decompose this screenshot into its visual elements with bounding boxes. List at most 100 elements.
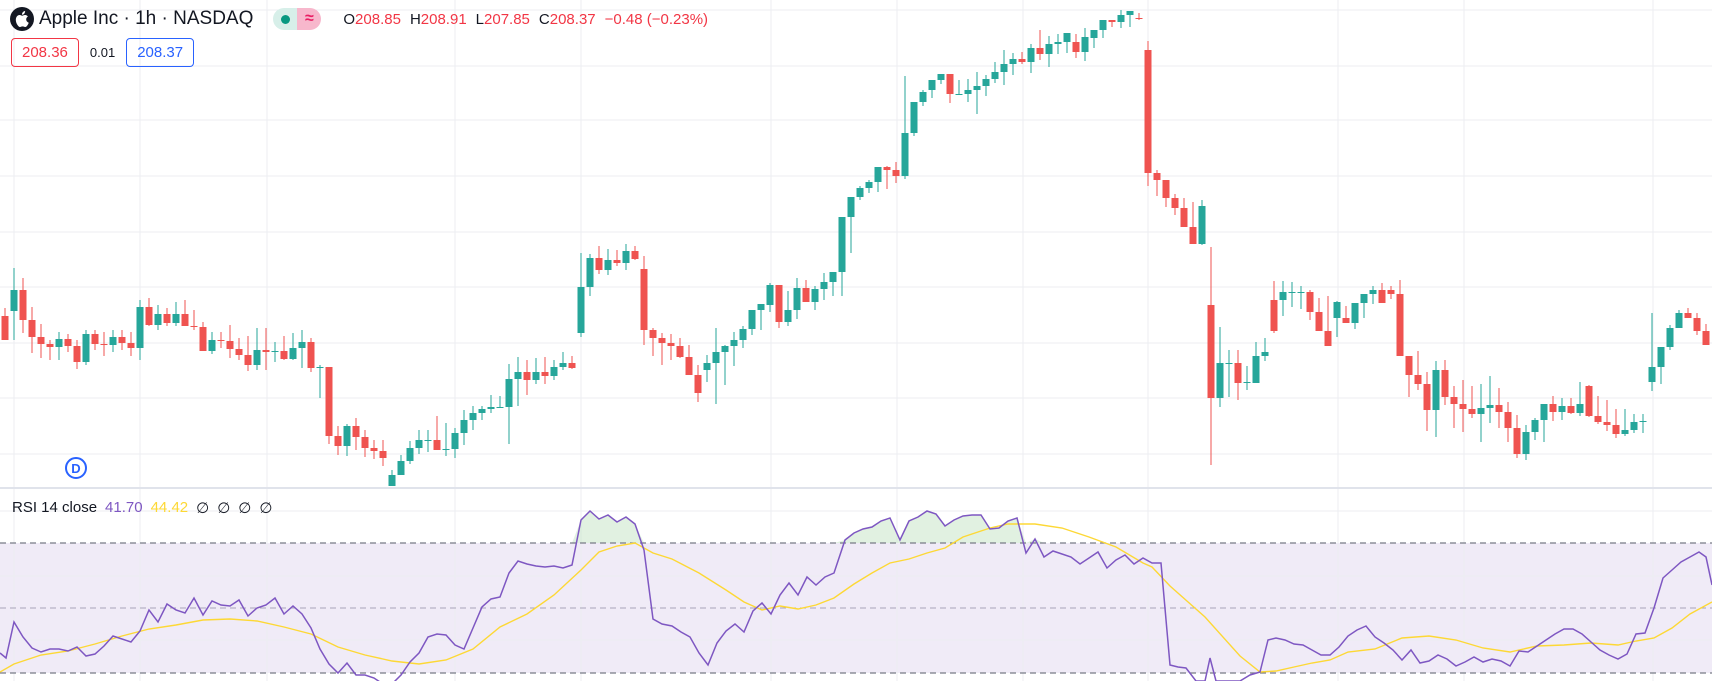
candle bbox=[964, 79, 972, 102]
candle bbox=[1000, 50, 1008, 85]
candle bbox=[1549, 396, 1557, 421]
candle bbox=[685, 345, 693, 375]
candle bbox=[1369, 286, 1377, 304]
candle bbox=[82, 330, 90, 365]
candle bbox=[757, 304, 765, 330]
candle bbox=[1324, 296, 1332, 346]
candle bbox=[181, 300, 189, 326]
buy-price-button[interactable]: 208.37 bbox=[126, 38, 195, 67]
high-value: 208.91 bbox=[420, 10, 467, 28]
candle bbox=[784, 291, 792, 326]
candle bbox=[1297, 286, 1305, 309]
close-value: 208.37 bbox=[549, 10, 596, 28]
spread-value: 0.01 bbox=[89, 45, 116, 60]
rsi-overbought-fill bbox=[0, 511, 1712, 543]
na-value: ∅ bbox=[196, 500, 210, 517]
candle bbox=[316, 365, 324, 398]
rsi-line bbox=[0, 509, 1712, 681]
candle bbox=[1450, 386, 1458, 428]
candle bbox=[478, 406, 486, 420]
close-label: C bbox=[538, 10, 550, 28]
candle bbox=[1522, 425, 1530, 460]
candle bbox=[568, 356, 576, 369]
candle bbox=[1243, 366, 1251, 390]
candle bbox=[631, 246, 639, 260]
candle bbox=[1072, 34, 1080, 58]
candle bbox=[1306, 290, 1314, 320]
candle bbox=[937, 74, 945, 84]
open-label: O bbox=[343, 10, 356, 28]
candle bbox=[343, 424, 351, 456]
candle bbox=[730, 332, 738, 366]
candle bbox=[37, 324, 45, 358]
candle bbox=[1639, 414, 1647, 433]
candle bbox=[1126, 11, 1134, 27]
candle bbox=[613, 250, 621, 266]
candle bbox=[1162, 180, 1170, 207]
candle bbox=[1045, 36, 1053, 67]
rsi-legend[interactable]: RSI 14 close 41.70 44.42 ∅ ∅ ∅ ∅ bbox=[12, 499, 272, 517]
candle bbox=[55, 332, 63, 360]
candle bbox=[1657, 347, 1665, 384]
candle bbox=[208, 332, 216, 354]
candle bbox=[154, 305, 162, 330]
candle bbox=[226, 325, 234, 358]
candle bbox=[1693, 313, 1701, 335]
high-label: H bbox=[409, 10, 421, 28]
candle bbox=[1684, 308, 1692, 318]
candle bbox=[748, 310, 756, 335]
candle bbox=[496, 396, 504, 408]
rsi-ma-line bbox=[0, 523, 1712, 673]
candle bbox=[172, 302, 180, 326]
candle bbox=[46, 340, 54, 360]
candle bbox=[1360, 294, 1368, 318]
candle bbox=[1576, 382, 1584, 416]
candle bbox=[1405, 356, 1413, 397]
candle bbox=[1468, 386, 1476, 418]
candle bbox=[1432, 361, 1440, 437]
candle bbox=[1198, 200, 1206, 245]
candle bbox=[856, 186, 864, 200]
candle bbox=[1189, 202, 1197, 244]
candle bbox=[559, 352, 567, 370]
candle bbox=[1603, 400, 1611, 431]
candle bbox=[1351, 303, 1359, 329]
candle bbox=[1216, 327, 1224, 407]
market-status-pill[interactable]: ≈ bbox=[273, 8, 322, 30]
candle bbox=[289, 333, 297, 360]
rsi-grid bbox=[0, 489, 1712, 681]
dividend-marker-icon[interactable]: D bbox=[65, 457, 87, 479]
candle bbox=[910, 102, 918, 136]
candle bbox=[217, 332, 225, 348]
candle bbox=[1036, 30, 1044, 60]
sell-price-button[interactable]: 208.36 bbox=[11, 38, 79, 67]
candle bbox=[235, 338, 243, 360]
candle bbox=[1315, 298, 1323, 331]
candle bbox=[1009, 53, 1017, 75]
candle bbox=[1279, 281, 1287, 316]
candle bbox=[1180, 198, 1188, 227]
candle bbox=[901, 76, 909, 179]
candle bbox=[1117, 10, 1125, 28]
candle bbox=[1333, 301, 1341, 337]
candle bbox=[442, 423, 450, 456]
candle bbox=[1207, 247, 1215, 465]
candle bbox=[991, 62, 999, 83]
candle bbox=[64, 334, 72, 352]
delayed-data-approx-icon: ≈ bbox=[297, 8, 322, 30]
candle bbox=[514, 357, 522, 406]
open-value: 208.85 bbox=[355, 10, 401, 28]
rsi-value: 41.70 bbox=[105, 499, 143, 516]
candle bbox=[1423, 372, 1431, 431]
candle bbox=[406, 441, 414, 464]
candle bbox=[928, 80, 936, 98]
symbol-title[interactable]: Apple Inc · 1h · NASDAQ bbox=[39, 8, 254, 29]
candle bbox=[280, 336, 288, 360]
symbol-legend[interactable]: Apple Inc · 1h · NASDAQ ≈ O208.85 H208.9… bbox=[10, 6, 708, 32]
candle bbox=[1387, 286, 1395, 299]
candle bbox=[1063, 33, 1071, 53]
candle bbox=[703, 355, 711, 382]
candle bbox=[199, 322, 207, 351]
candle bbox=[1171, 194, 1179, 215]
